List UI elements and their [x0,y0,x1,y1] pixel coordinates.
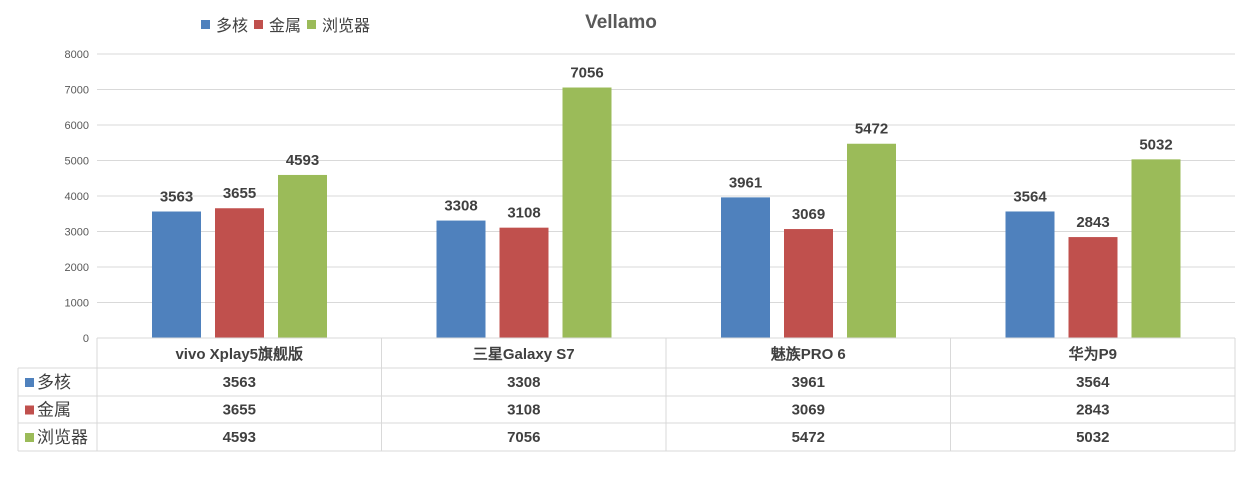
data-label: 3564 [1013,188,1047,205]
table-cell: 3563 [223,374,256,391]
table-cell: 3655 [223,402,256,419]
table-cell: 3069 [792,402,825,419]
table-row-label: 多核 [37,373,71,392]
table-row-label: 金属 [37,401,71,420]
bar-2-1 [562,87,612,339]
legend-swatch-2 [307,20,316,29]
y-tick-label: 2000 [65,262,89,274]
table-header-category: 三星Galaxy S7 [473,346,575,363]
bar-2-3 [1131,159,1181,338]
table-cell: 4593 [223,429,256,446]
data-label: 3308 [444,198,477,215]
table-header-category: vivo Xplay5旗舰版 [175,345,303,363]
table-legend-key-1 [25,405,34,415]
y-tick-label: 4000 [65,191,89,203]
table-row-label: 浏览器 [37,428,88,447]
legend-label-1: 金属 [269,17,301,35]
table-header-category: 华为P9 [1069,345,1117,363]
table-cell: 3308 [507,374,540,391]
bar-0-2 [721,197,770,338]
data-label: 3961 [729,174,762,191]
y-tick-label: 1000 [65,298,89,310]
table-cell: 3961 [792,374,825,391]
table-cell: 3108 [507,402,540,419]
y-tick-label: 8000 [65,49,89,61]
bar-0-3 [1005,211,1055,338]
bar-2-0 [278,174,327,338]
data-label: 3655 [223,185,256,202]
table-cell: 3564 [1076,374,1110,391]
y-tick-label: 5000 [65,156,89,168]
data-label: 7056 [570,65,603,82]
y-tick-label: 6000 [65,120,89,132]
data-label: 5032 [1139,136,1172,153]
data-label: 4593 [286,152,319,169]
table-header-category: 魅族PRO 6 [771,345,846,363]
bar-1-1 [499,227,549,338]
bar-1-3 [1068,237,1118,338]
legend-label-2: 浏览器 [322,17,370,35]
table-cell: 5032 [1076,429,1109,446]
y-tick-label: 0 [83,333,89,345]
table-cell: 2843 [1076,402,1109,419]
y-tick-label: 3000 [65,227,89,239]
legend-swatch-0 [201,20,210,29]
data-label: 3563 [160,189,193,206]
data-label: 3108 [507,205,540,222]
chart-title: Vellamo [585,12,657,33]
data-label: 5472 [855,121,888,138]
table-cell: 5472 [792,429,825,446]
bar-0-0 [152,211,201,338]
bar-0-1 [436,220,486,338]
legend-label-0: 多核 [216,17,248,35]
y-tick-label: 7000 [65,85,89,97]
data-label: 2843 [1076,214,1109,231]
table-cell: 7056 [507,429,540,446]
bar-2-2 [847,143,896,338]
table-legend-key-0 [25,378,34,387]
bar-1-2 [784,229,833,338]
table-legend-key-2 [25,433,34,442]
bar-1-0 [215,208,264,338]
legend-swatch-1 [254,20,263,29]
data-label: 3069 [792,206,825,223]
